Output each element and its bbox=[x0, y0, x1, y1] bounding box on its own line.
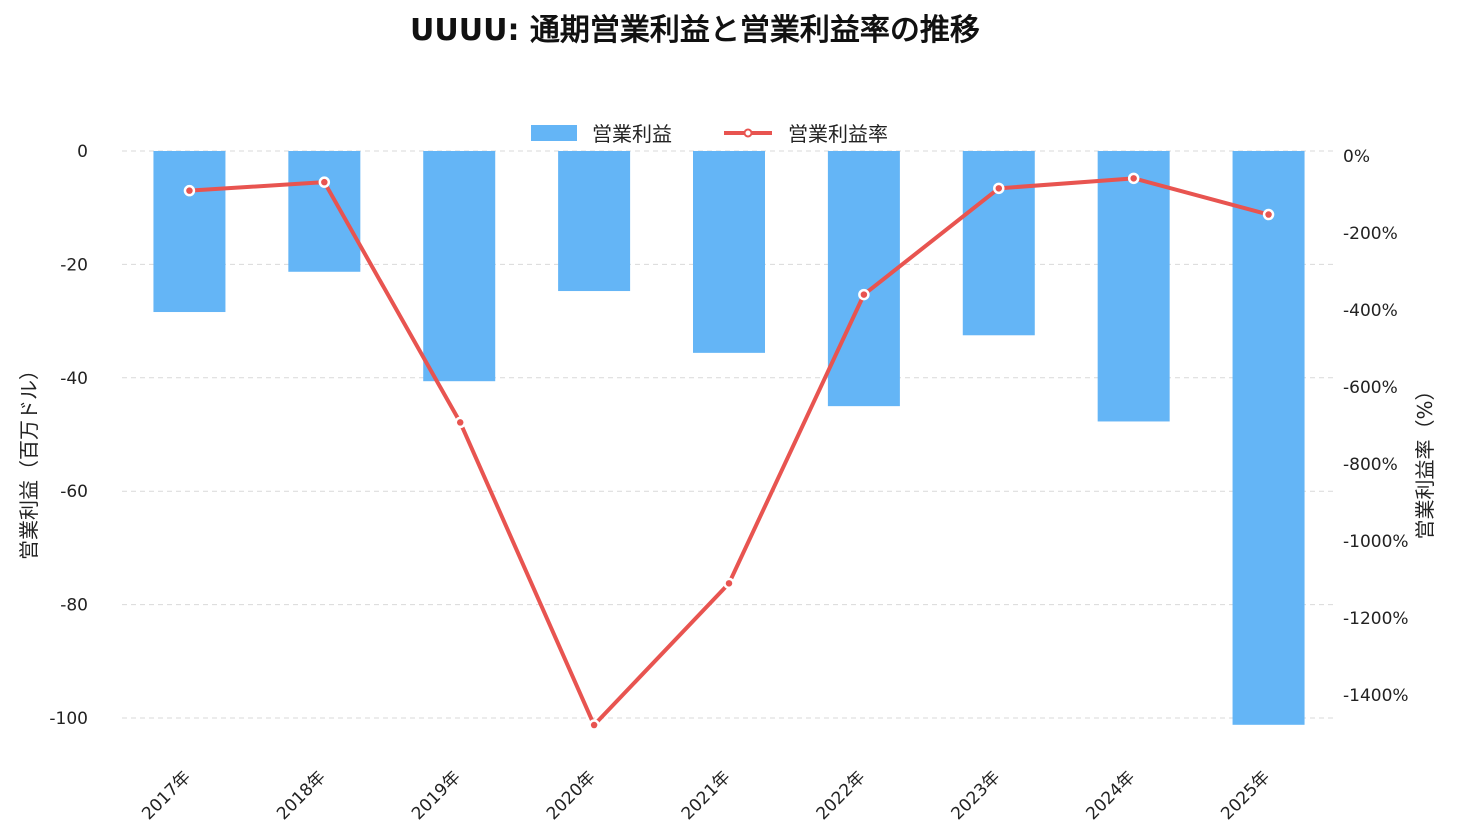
margin-point-2025年 bbox=[1262, 208, 1275, 221]
x-tick-label: 2021年 bbox=[678, 767, 735, 824]
bar-2025年 bbox=[1232, 151, 1305, 725]
bar-2020年 bbox=[558, 151, 631, 292]
y-right-tick-label: -1000% bbox=[1343, 532, 1409, 552]
legend: 営業利益 営業利益率 bbox=[531, 122, 888, 146]
y-right-tick-label: -800% bbox=[1343, 455, 1398, 475]
x-tick-label: 2017年 bbox=[138, 767, 195, 824]
chart-title: UUUU: 通期営業利益と営業利益率の推移 bbox=[410, 13, 980, 48]
legend-label-bar: 営業利益 bbox=[592, 122, 672, 146]
margin-point-2023年 bbox=[993, 182, 1005, 195]
y-right-tick-label: -1400% bbox=[1343, 686, 1409, 706]
margin-point-2024年 bbox=[1127, 172, 1140, 185]
bar-2021年 bbox=[693, 151, 765, 353]
margin-point-2019年 bbox=[454, 416, 466, 429]
margin-point-2021年 bbox=[723, 577, 735, 590]
y-right-tick-label: 0% bbox=[1343, 147, 1370, 167]
y-left-tick-label: -20 bbox=[60, 255, 88, 275]
y-axis-right-label: 営業利益率（%） bbox=[1413, 380, 1437, 539]
line-layer bbox=[183, 172, 1275, 731]
margin-point-2020年 bbox=[588, 719, 600, 731]
y-right-tick-label: -600% bbox=[1343, 378, 1398, 398]
legend-label-line: 営業利益率 bbox=[788, 122, 888, 146]
x-tick-label: 2022年 bbox=[813, 767, 870, 824]
x-tick-label: 2018年 bbox=[273, 767, 330, 824]
x-tick-label: 2020年 bbox=[543, 767, 600, 824]
bars-layer bbox=[153, 151, 1305, 725]
y-left-tick-label: -60 bbox=[60, 482, 88, 502]
margin-point-2017年 bbox=[183, 184, 196, 197]
x-tick-label: 2024年 bbox=[1082, 767, 1139, 824]
bar-2023年 bbox=[962, 151, 1035, 336]
bar-2024年 bbox=[1097, 151, 1170, 422]
bar-2018年 bbox=[288, 151, 361, 272]
x-tick-label: 2023年 bbox=[948, 767, 1005, 824]
y-left-tick-label: -100 bbox=[49, 709, 88, 729]
right-y-axis: 0% -200% -400% -600% -800% -1000% -1200% -1400% bbox=[1343, 147, 1409, 706]
y-left-tick-label: 0 bbox=[77, 142, 88, 162]
y-right-tick-label: -200% bbox=[1343, 224, 1398, 244]
bar-2017年 bbox=[153, 151, 226, 313]
x-tick-label: 2019年 bbox=[408, 767, 465, 824]
y-right-tick-label: -1200% bbox=[1343, 609, 1409, 629]
x-tick-label: 2025年 bbox=[1217, 767, 1274, 824]
y-left-tick-label: -80 bbox=[60, 596, 88, 616]
legend-swatch-marker bbox=[743, 128, 753, 138]
legend-swatch-bar bbox=[531, 125, 577, 141]
y-axis-left-label: 営業利益（百万ドル） bbox=[17, 360, 41, 560]
y-right-tick-label: -400% bbox=[1343, 301, 1398, 321]
margin-point-2022年 bbox=[858, 288, 870, 301]
bar-2019年 bbox=[423, 151, 496, 382]
left-y-axis: 0 -20 -40 -60 -80 -100 bbox=[49, 142, 88, 729]
margin-point-2018年 bbox=[318, 176, 331, 188]
bar-2022年 bbox=[827, 151, 900, 407]
y-left-tick-label: -40 bbox=[60, 369, 88, 389]
x-axis: 2017年 2018年 2019年 2020年 2021年 2022年 2023年 2024年… bbox=[138, 767, 1274, 824]
